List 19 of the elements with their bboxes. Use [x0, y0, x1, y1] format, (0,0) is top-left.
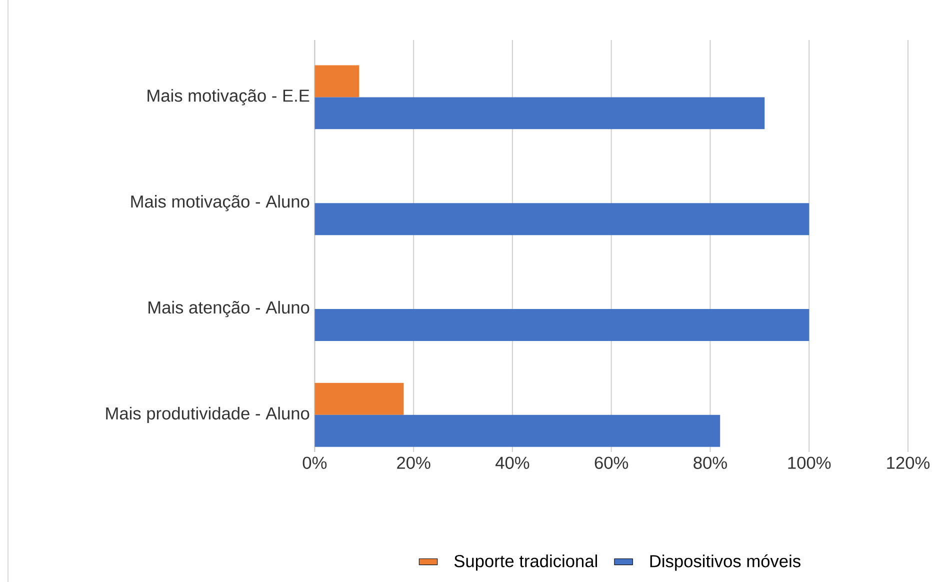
legend-label: Suporte tradicional — [454, 554, 597, 571]
y-tick-label: Mais produtividade - Aluno — [106, 406, 310, 423]
legend-label: Dispositivos móveis — [650, 554, 800, 571]
bar — [314, 65, 360, 98]
y-tick-label: Mais motivação - E.E — [148, 89, 310, 106]
x-tick-label: 0% — [302, 456, 327, 469]
bar — [314, 414, 720, 447]
x-tick-label: 40% — [495, 456, 530, 469]
bar — [314, 97, 765, 130]
bar — [314, 309, 810, 342]
bar — [314, 203, 810, 236]
x-tick-label: 20% — [397, 456, 430, 469]
y-tick-label: Mais atenção - Aluno — [148, 300, 310, 318]
y-tick-label: Mais motivação - Aluno — [131, 194, 310, 212]
x-tick-label: 120% — [887, 456, 930, 469]
bar — [314, 382, 404, 415]
x-tick-label: 100% — [788, 456, 831, 469]
x-tick-label: 80% — [694, 456, 727, 469]
x-tick-label: 60% — [594, 456, 628, 469]
